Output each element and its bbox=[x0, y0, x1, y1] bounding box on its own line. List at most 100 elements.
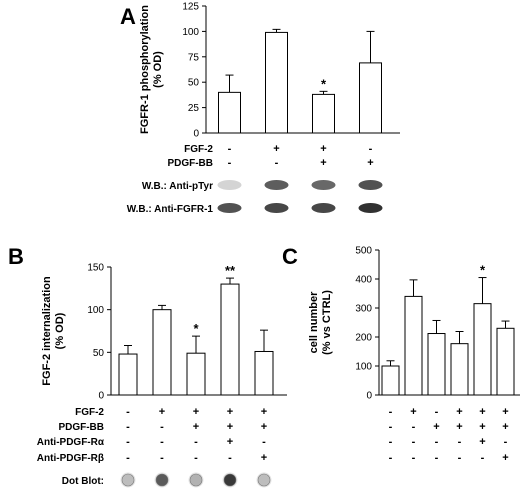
condition-label: Anti-PDGF-Rβ bbox=[37, 453, 104, 464]
bar bbox=[265, 31, 288, 134]
y-tick-label: 100 bbox=[355, 362, 372, 373]
dot-blot bbox=[257, 473, 271, 487]
condition-sign: - bbox=[412, 436, 416, 448]
condition-sign: + bbox=[193, 421, 199, 433]
condition-sign: + bbox=[502, 421, 508, 433]
condition-sign: - bbox=[126, 406, 130, 418]
condition-sign: + bbox=[227, 421, 233, 433]
condition-sign: - bbox=[228, 143, 232, 155]
y-tick-label: 0 bbox=[366, 391, 372, 402]
bar bbox=[427, 333, 446, 396]
condition-sign: + bbox=[159, 406, 165, 418]
blot-label: W.B.: Anti-FGFR-1 bbox=[127, 204, 214, 215]
condition-sign: - bbox=[126, 452, 130, 464]
y-axis-title: FGF-2 internalization bbox=[41, 276, 53, 386]
bar bbox=[152, 309, 172, 396]
condition-sign: + bbox=[433, 421, 439, 433]
bar bbox=[450, 343, 469, 396]
blot-band bbox=[217, 203, 242, 213]
significance-mark: ** bbox=[225, 263, 236, 278]
condition-sign: - bbox=[126, 421, 130, 433]
condition-label: PDGF-BB bbox=[58, 422, 104, 433]
condition-sign: - bbox=[275, 157, 279, 169]
blot-band bbox=[358, 203, 383, 213]
bar bbox=[473, 303, 492, 396]
condition-sign: + bbox=[502, 452, 508, 464]
condition-sign: - bbox=[194, 436, 198, 448]
condition-sign: - bbox=[435, 452, 439, 464]
blot-band bbox=[264, 203, 289, 213]
y-tick-label: 0 bbox=[193, 129, 199, 140]
condition-sign: + bbox=[320, 157, 326, 169]
dot-blot bbox=[189, 473, 203, 487]
condition-sign: + bbox=[261, 406, 267, 418]
condition-sign: - bbox=[160, 436, 164, 448]
condition-sign: + bbox=[261, 421, 267, 433]
bar bbox=[254, 350, 274, 396]
y-tick-label: 100 bbox=[87, 305, 104, 316]
condition-sign: - bbox=[412, 421, 416, 433]
condition-sign: - bbox=[228, 157, 232, 169]
condition-sign: + bbox=[227, 406, 233, 418]
condition-sign: - bbox=[389, 421, 393, 433]
significance-mark: * bbox=[193, 321, 199, 336]
blot-band bbox=[311, 180, 336, 190]
condition-sign: - bbox=[160, 421, 164, 433]
condition-sign: - bbox=[126, 436, 130, 448]
bar bbox=[381, 365, 400, 396]
panel-a: 0 25 50 75 100 125 FGFR-1 phosphorylation (% OD… bbox=[127, 2, 400, 215]
y-tick-label: 75 bbox=[188, 52, 200, 63]
condition-sign: + bbox=[273, 143, 279, 155]
dot-blot-label: Dot Blot: bbox=[62, 476, 104, 487]
condition-sign: - bbox=[228, 452, 232, 464]
blot-band bbox=[264, 180, 289, 190]
condition-label: FGF-2 bbox=[184, 144, 213, 155]
y-tick-label: 500 bbox=[355, 246, 372, 257]
condition-sign: - bbox=[458, 436, 462, 448]
condition-sign: + bbox=[456, 406, 462, 418]
y-tick-label: 0 bbox=[98, 391, 104, 402]
y-tick-label: 400 bbox=[355, 275, 372, 286]
y-axis-title: (% OD) bbox=[152, 51, 164, 88]
bar bbox=[118, 353, 138, 396]
condition-sign: - bbox=[458, 452, 462, 464]
condition-sign: - bbox=[262, 436, 266, 448]
bar bbox=[359, 62, 382, 134]
panel-a-letter: A bbox=[120, 4, 136, 29]
condition-sign: - bbox=[389, 406, 393, 418]
y-tick-label: 50 bbox=[93, 348, 105, 359]
condition-sign: + bbox=[320, 143, 326, 155]
condition-sign: - bbox=[504, 436, 508, 448]
y-tick-label: 150 bbox=[87, 263, 104, 274]
condition-sign: + bbox=[502, 406, 508, 418]
y-tick-label: 25 bbox=[188, 103, 200, 114]
y-axis-title: (% vs CTRL) bbox=[321, 290, 333, 355]
panel-c-letter: C bbox=[282, 244, 298, 269]
blot-band bbox=[217, 180, 242, 190]
condition-label: FGF-2 bbox=[75, 407, 104, 418]
y-tick-label: 100 bbox=[182, 27, 199, 38]
y-tick-label: 125 bbox=[182, 2, 199, 13]
condition-sign: - bbox=[389, 452, 393, 464]
condition-sign: - bbox=[435, 436, 439, 448]
condition-label: Anti-PDGF-Rα bbox=[37, 437, 105, 448]
bar bbox=[218, 91, 241, 134]
condition-sign: + bbox=[456, 421, 462, 433]
dot-blot bbox=[155, 473, 169, 487]
panel-b-letter: B bbox=[8, 244, 24, 269]
condition-sign: - bbox=[435, 406, 439, 418]
condition-sign: + bbox=[410, 406, 416, 418]
condition-label: PDGF-BB bbox=[167, 158, 213, 169]
condition-sign: - bbox=[194, 452, 198, 464]
significance-mark: * bbox=[480, 263, 486, 278]
condition-sign: + bbox=[193, 406, 199, 418]
bar bbox=[404, 295, 423, 396]
blot-band bbox=[358, 180, 383, 190]
condition-sign: + bbox=[479, 436, 485, 448]
condition-sign: + bbox=[479, 406, 485, 418]
condition-sign: - bbox=[412, 452, 416, 464]
y-tick-label: 50 bbox=[188, 78, 200, 89]
dot-blot bbox=[223, 473, 237, 487]
